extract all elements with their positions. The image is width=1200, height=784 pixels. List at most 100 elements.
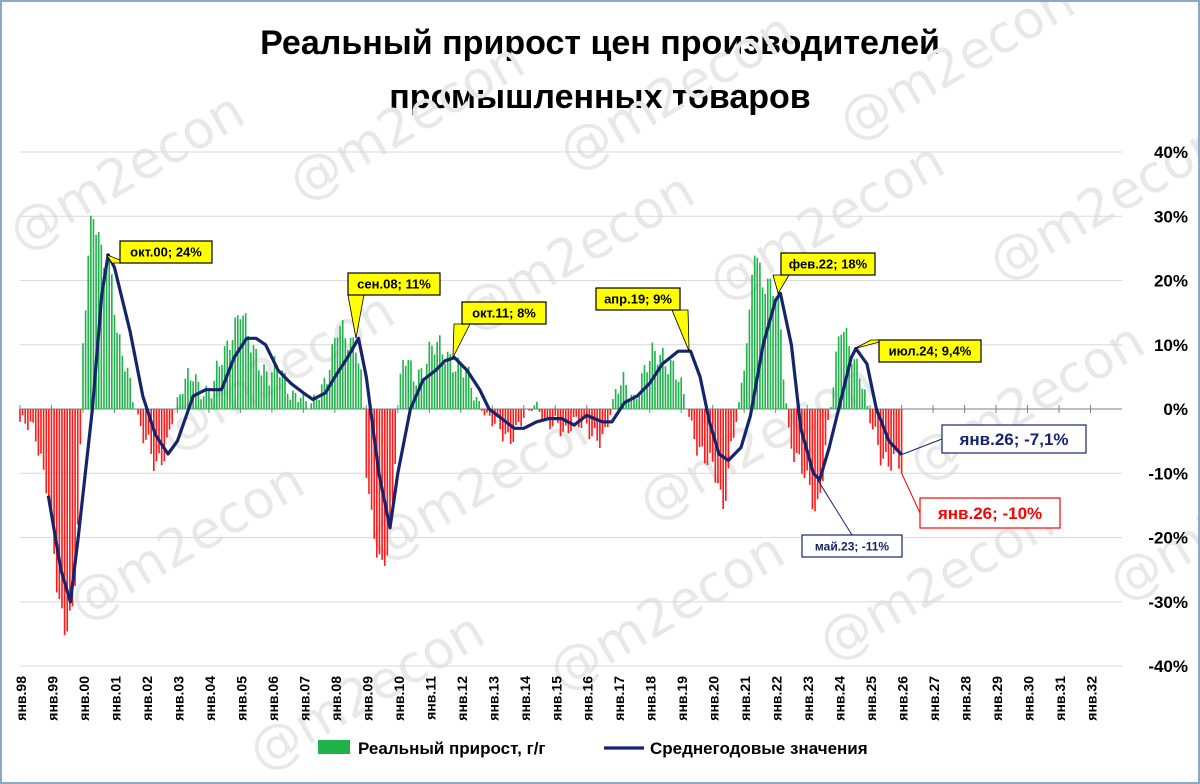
bar [360, 369, 362, 409]
watermark-text: @m2econ [549, 2, 805, 183]
bar [766, 278, 769, 409]
bar [449, 354, 452, 409]
y-tick-label: -20% [1148, 529, 1188, 548]
bar [389, 409, 391, 528]
bar [150, 409, 153, 454]
bar [441, 354, 444, 409]
bar [722, 409, 724, 510]
bar [835, 351, 837, 409]
bar [625, 384, 627, 409]
bar [751, 274, 753, 409]
bar [517, 409, 520, 422]
bar [488, 409, 491, 416]
bar [554, 409, 557, 416]
bar [677, 381, 680, 409]
bar [362, 407, 365, 409]
bar [879, 409, 882, 466]
watermark-text: @m2econ [979, 111, 1199, 294]
watermark-text: @m2econ [899, 311, 1155, 494]
bar [95, 234, 97, 409]
bar [793, 409, 795, 463]
x-tick-label: янв.22 [769, 676, 785, 721]
bar [801, 409, 803, 474]
bar [281, 370, 284, 409]
annotation-label: апр.19; 9% [604, 292, 672, 307]
bar [289, 399, 292, 409]
bar [236, 315, 239, 409]
bar [218, 366, 221, 409]
bar [66, 409, 69, 632]
annotation-box [919, 497, 1061, 529]
bar [467, 366, 470, 409]
bar [407, 359, 410, 409]
bar [869, 409, 871, 424]
bar [599, 409, 601, 449]
bar [701, 409, 704, 447]
annotation-pointer [452, 323, 471, 358]
bar [727, 409, 730, 469]
bar [194, 374, 197, 409]
annotation-label: фев.22; 18% [789, 257, 868, 272]
bar [129, 377, 132, 409]
bar [843, 331, 845, 409]
bar [76, 409, 79, 525]
bar [759, 262, 761, 409]
bar [294, 392, 297, 409]
bar [21, 409, 24, 416]
annotation-leader [901, 438, 943, 456]
bar [719, 409, 722, 490]
bar [53, 409, 55, 554]
legend-label-line: Среднегодовые значения [650, 739, 868, 758]
bar [124, 371, 126, 409]
bar [698, 409, 701, 448]
annotation-box [347, 272, 441, 296]
bar [530, 409, 533, 412]
bar [412, 381, 415, 409]
bar [583, 409, 585, 418]
bar [160, 409, 163, 466]
bar [368, 409, 370, 495]
bar [662, 348, 664, 409]
bar [559, 409, 562, 437]
bar [745, 343, 748, 409]
bar [462, 377, 465, 409]
x-tick-label: янв.20 [706, 676, 722, 721]
bar [69, 409, 71, 611]
bar [816, 409, 819, 500]
y-tick-label: -40% [1148, 657, 1188, 676]
bar [533, 405, 536, 409]
bar [578, 409, 580, 428]
x-tick-label: янв.32 [1084, 676, 1100, 721]
bar [528, 409, 530, 411]
bar [898, 409, 900, 469]
bar [82, 343, 84, 409]
bar [659, 354, 662, 409]
annotation-pointer [772, 274, 790, 295]
bar [105, 269, 108, 409]
bar [638, 395, 641, 409]
bar [126, 367, 129, 409]
bar [189, 380, 192, 409]
bar [100, 244, 103, 409]
bar [798, 409, 801, 455]
bar [231, 340, 234, 409]
bar [307, 408, 310, 410]
bar [777, 290, 780, 409]
bar [709, 409, 711, 453]
bar [575, 409, 578, 417]
bar [260, 375, 263, 409]
bar [704, 409, 706, 464]
bar [433, 354, 436, 409]
bar [609, 409, 612, 415]
bar [179, 394, 181, 409]
bar [620, 385, 622, 409]
bar [276, 365, 278, 409]
x-tick-label: янв.12 [454, 676, 470, 721]
bar [444, 364, 446, 409]
bar [373, 409, 376, 539]
bar [166, 409, 168, 438]
y-tick-label: -30% [1148, 593, 1188, 612]
bar [874, 409, 877, 427]
bar [811, 409, 814, 510]
bar [145, 409, 147, 440]
